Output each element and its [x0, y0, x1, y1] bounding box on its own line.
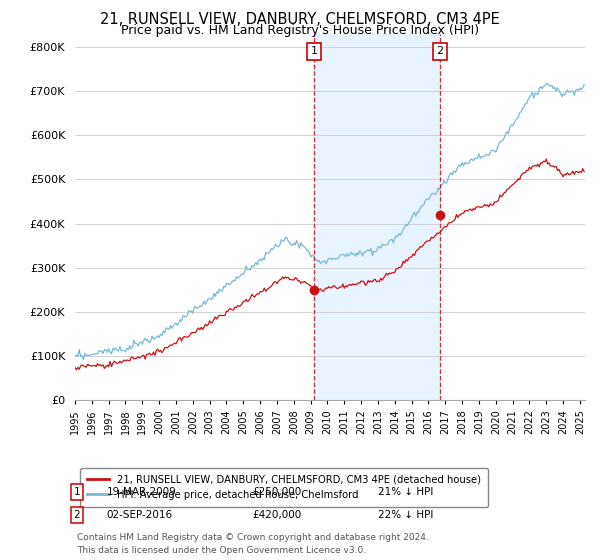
Text: Contains HM Land Registry data © Crown copyright and database right 2024.
This d: Contains HM Land Registry data © Crown c…: [77, 533, 428, 556]
Text: £250,000: £250,000: [252, 487, 301, 497]
Text: 2: 2: [436, 46, 443, 56]
Text: 02-SEP-2016: 02-SEP-2016: [107, 510, 173, 520]
Text: 19-MAR-2009: 19-MAR-2009: [107, 487, 176, 497]
Text: Price paid vs. HM Land Registry's House Price Index (HPI): Price paid vs. HM Land Registry's House …: [121, 24, 479, 37]
Legend: 21, RUNSELL VIEW, DANBURY, CHELMSFORD, CM3 4PE (detached house), HPI: Average pr: 21, RUNSELL VIEW, DANBURY, CHELMSFORD, C…: [80, 468, 488, 507]
Text: 22% ↓ HPI: 22% ↓ HPI: [378, 510, 433, 520]
Text: £420,000: £420,000: [252, 510, 301, 520]
Text: 2: 2: [73, 510, 80, 520]
Bar: [314, 34, 440, 400]
Text: 1: 1: [73, 487, 80, 497]
Text: 21% ↓ HPI: 21% ↓ HPI: [378, 487, 433, 497]
Text: 1: 1: [311, 46, 317, 56]
Text: 21, RUNSELL VIEW, DANBURY, CHELMSFORD, CM3 4PE: 21, RUNSELL VIEW, DANBURY, CHELMSFORD, C…: [100, 12, 500, 27]
